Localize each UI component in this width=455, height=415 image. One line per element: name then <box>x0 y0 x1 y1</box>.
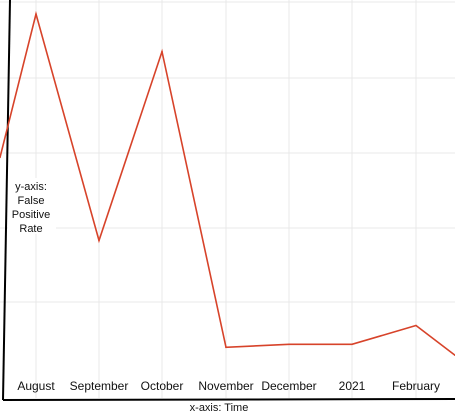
y-axis-title-line-3: Positive <box>12 209 51 221</box>
series-group <box>0 10 455 356</box>
axes <box>2 0 455 401</box>
y-axis-title: y-axis: False Positive Rate <box>8 178 56 235</box>
x-axis-line <box>2 398 455 401</box>
x-axis-title: x-axis: Time <box>190 402 249 414</box>
x-tick-label-2: October <box>141 379 184 393</box>
x-tick-label-3: November <box>198 379 253 393</box>
y-axis-title-line-4: Rate <box>19 223 42 235</box>
data-point-2 <box>98 239 100 242</box>
y-axis-title-background <box>8 178 56 234</box>
x-tick-labels: August September October November December 20… <box>17 379 440 393</box>
x-tick-label-4: December <box>261 379 316 393</box>
y-axis-title-line-1: y-axis: <box>15 181 47 193</box>
data-point-1 <box>35 13 37 15</box>
series-line-0 <box>0 10 455 356</box>
grid-lines <box>0 0 455 398</box>
data-point-5 <box>288 343 290 346</box>
data-point-4 <box>225 346 227 349</box>
x-tick-label-5: 2021 <box>339 379 366 393</box>
data-point-7 <box>415 324 417 327</box>
y-axis-line <box>2 0 11 401</box>
data-point-6 <box>351 343 353 346</box>
x-tick-label-6: February <box>392 379 440 393</box>
data-point-0 <box>0 156 1 159</box>
x-tick-label-0: August <box>17 379 55 393</box>
y-axis-title-line-2: False <box>18 195 45 207</box>
x-tick-label-1: September <box>70 379 129 393</box>
data-point-3 <box>161 50 163 53</box>
